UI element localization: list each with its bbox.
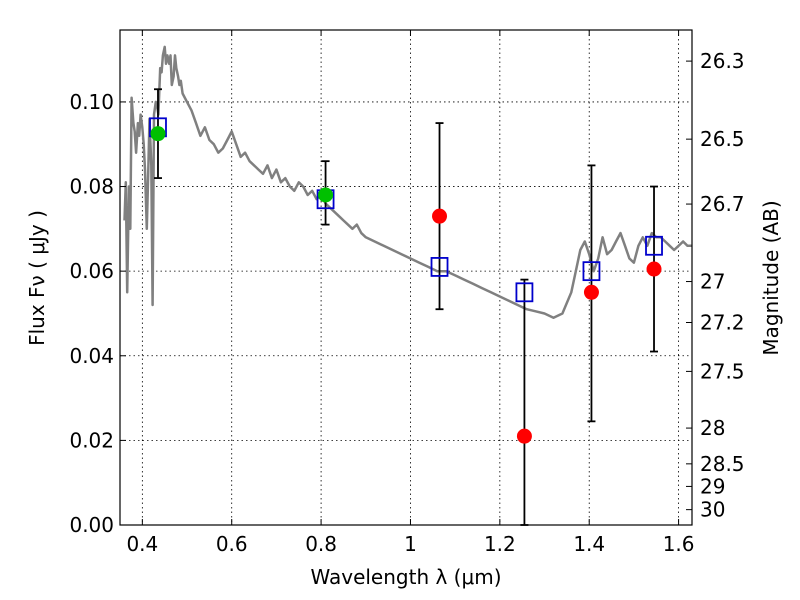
- x-axis-label: Wavelength λ (μm): [310, 565, 501, 589]
- y-tick-label: 0.06: [69, 259, 114, 283]
- model-photometry-square: [515, 282, 534, 303]
- y2-tick-label: 27: [700, 270, 725, 294]
- markers: [149, 117, 663, 444]
- y2-tick-label: 29: [700, 474, 725, 498]
- x-tick-label: 0.8: [305, 532, 337, 556]
- model-photometry-square: [430, 257, 449, 277]
- y2-tick-label: 28: [700, 416, 725, 440]
- y-tick-label: 0.08: [69, 175, 114, 199]
- x-tick-label: 1.4: [573, 532, 605, 556]
- model-sed-line: [123, 45, 692, 319]
- red-data-point: [432, 208, 448, 224]
- model-line-series: [123, 45, 692, 319]
- y2-tick-label: 26.7: [700, 192, 745, 216]
- x-tick-label: 0.6: [216, 532, 248, 556]
- y-tick-label: 0.10: [69, 90, 114, 114]
- model-photometry-square: [582, 261, 601, 282]
- y2-tick-label: 27.2: [700, 311, 745, 335]
- grid: [120, 30, 692, 525]
- y2-axis-label: Magnitude (AB): [759, 200, 783, 355]
- model-photometry-square: [645, 235, 663, 256]
- y-tick-label: 0.04: [69, 344, 114, 368]
- y2-tick-label: 30: [700, 498, 725, 522]
- y2-tick-label: 28.5: [700, 452, 745, 476]
- red-data-point: [516, 428, 532, 444]
- y2-tick-label: 26.5: [700, 127, 745, 151]
- x-tick-label: 1.2: [484, 532, 516, 556]
- ticks: [120, 30, 692, 526]
- x-tick-label: 1: [404, 532, 417, 556]
- plot-frame: [119, 29, 693, 526]
- tick-labels: 0.4 0.6 0.8 1 1.2 1.4 1.6 0.00 0.02 0.04 0.06 0.08 0…: [69, 49, 744, 556]
- x-tick-label: 0.4: [126, 532, 158, 556]
- green-data-point: [150, 126, 166, 142]
- y-tick-label: 0.02: [69, 428, 114, 452]
- y-axis-label: Flux Fν ( μJy ): [25, 210, 49, 346]
- green-data-point: [318, 187, 334, 203]
- y-tick-label: 0.00: [69, 513, 114, 537]
- y2-tick-label: 27.5: [700, 359, 745, 383]
- x-tick-label: 1.6: [663, 532, 695, 556]
- y2-tick-label: 26.3: [700, 49, 745, 73]
- red-data-point: [646, 261, 662, 277]
- red-data-point: [583, 284, 599, 300]
